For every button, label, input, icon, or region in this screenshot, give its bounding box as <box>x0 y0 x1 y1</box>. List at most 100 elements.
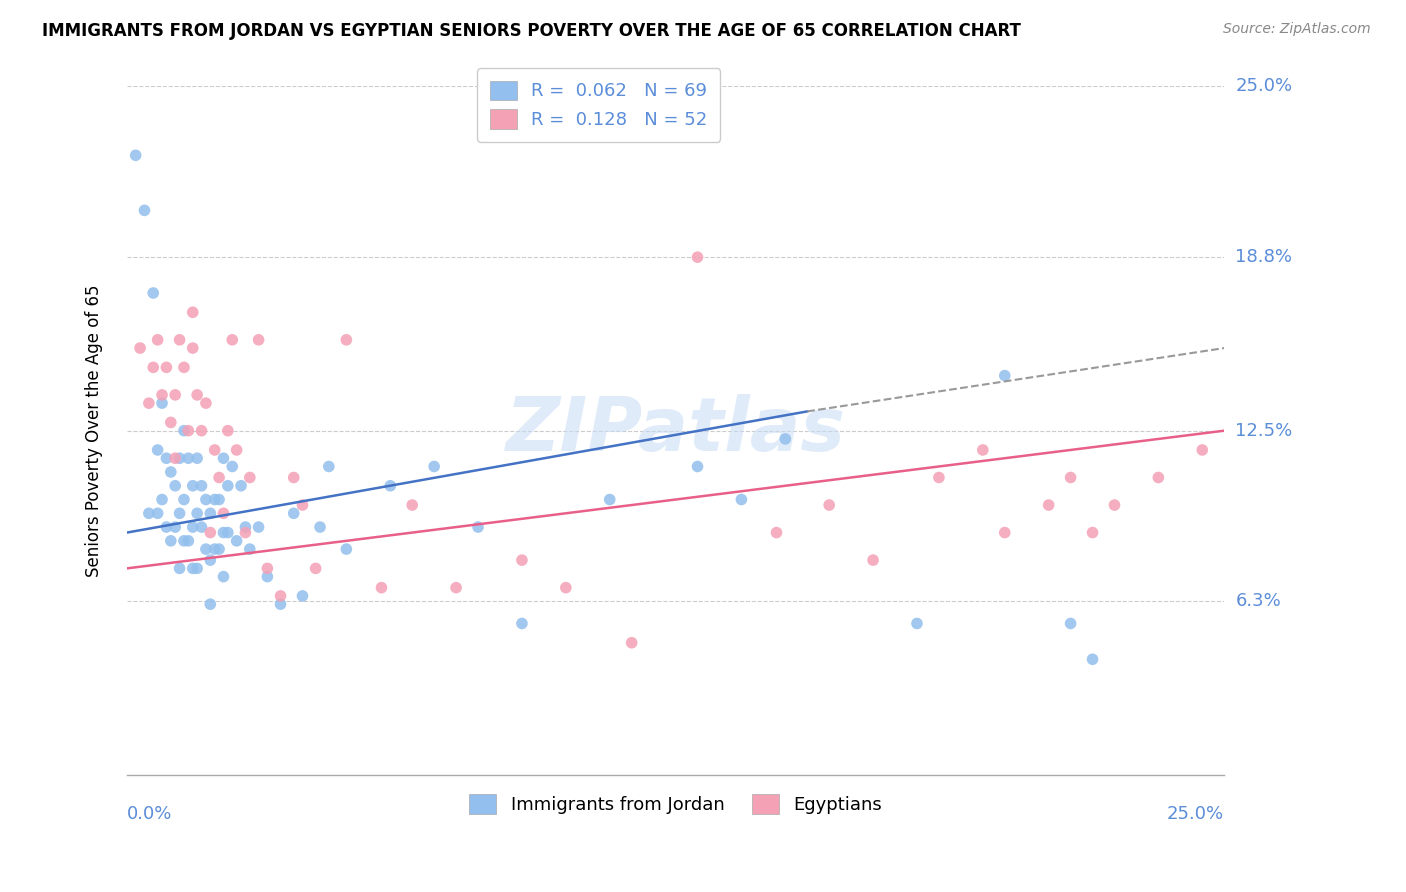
Point <box>155 451 177 466</box>
Point <box>247 333 270 347</box>
Point <box>686 459 709 474</box>
Point <box>181 520 204 534</box>
Point <box>173 492 195 507</box>
Point <box>217 479 239 493</box>
Point <box>150 388 173 402</box>
Point <box>765 525 787 540</box>
Point <box>818 498 841 512</box>
Point <box>217 525 239 540</box>
Point <box>270 597 292 611</box>
Point <box>194 542 217 557</box>
Point <box>200 553 222 567</box>
Point <box>186 561 208 575</box>
Point <box>212 451 235 466</box>
Point <box>599 492 621 507</box>
Point <box>994 368 1017 383</box>
Point <box>173 424 195 438</box>
Legend: Immigrants from Jordan, Egyptians: Immigrants from Jordan, Egyptians <box>463 787 889 821</box>
Point <box>204 492 226 507</box>
Point <box>190 424 212 438</box>
Text: 25.0%: 25.0% <box>1236 78 1292 95</box>
Y-axis label: Seniors Poverty Over the Age of 65: Seniors Poverty Over the Age of 65 <box>86 285 103 577</box>
Point <box>150 492 173 507</box>
Point <box>142 360 165 375</box>
Point <box>229 479 252 493</box>
Point <box>200 506 222 520</box>
Point <box>318 459 340 474</box>
Point <box>225 442 247 457</box>
Point <box>221 333 243 347</box>
Point <box>155 520 177 534</box>
Point <box>1059 616 1081 631</box>
Point <box>256 561 278 575</box>
Point <box>134 203 156 218</box>
Point <box>256 569 278 583</box>
Point <box>173 533 195 548</box>
Point <box>370 581 392 595</box>
Point <box>291 498 314 512</box>
Point <box>165 520 187 534</box>
Point <box>204 442 226 457</box>
Point <box>510 616 533 631</box>
Point <box>283 506 305 520</box>
Point <box>190 520 212 534</box>
Point <box>423 459 446 474</box>
Text: 12.5%: 12.5% <box>1236 422 1292 440</box>
Point <box>129 341 152 355</box>
Point <box>208 542 231 557</box>
Point <box>181 341 204 355</box>
Point <box>467 520 489 534</box>
Text: Source: ZipAtlas.com: Source: ZipAtlas.com <box>1223 22 1371 37</box>
Point <box>212 506 235 520</box>
Point <box>146 442 169 457</box>
Point <box>972 442 994 457</box>
Point <box>1191 442 1213 457</box>
Point <box>204 542 226 557</box>
Text: 25.0%: 25.0% <box>1167 805 1225 823</box>
Point <box>247 520 270 534</box>
Point <box>1038 498 1060 512</box>
Point <box>150 396 173 410</box>
Point <box>169 333 191 347</box>
Text: 0.0%: 0.0% <box>127 805 173 823</box>
Point <box>142 285 165 300</box>
Point <box>239 470 262 484</box>
Point <box>125 148 148 162</box>
Point <box>335 333 357 347</box>
Point <box>177 533 200 548</box>
Point <box>554 581 576 595</box>
Point <box>270 589 292 603</box>
Point <box>620 636 643 650</box>
Point <box>686 250 709 264</box>
Point <box>730 492 752 507</box>
Point <box>225 533 247 548</box>
Point <box>994 525 1017 540</box>
Text: 6.3%: 6.3% <box>1236 592 1281 610</box>
Point <box>775 432 797 446</box>
Point <box>221 459 243 474</box>
Point <box>146 333 169 347</box>
Point <box>208 470 231 484</box>
Point <box>235 525 257 540</box>
Point <box>181 305 204 319</box>
Point <box>862 553 884 567</box>
Point <box>1081 652 1104 666</box>
Point <box>186 506 208 520</box>
Point <box>1104 498 1126 512</box>
Point <box>186 451 208 466</box>
Point <box>200 597 222 611</box>
Point <box>1147 470 1170 484</box>
Point <box>283 470 305 484</box>
Point <box>159 465 181 479</box>
Point <box>200 525 222 540</box>
Point <box>510 553 533 567</box>
Point <box>186 388 208 402</box>
Point <box>1081 525 1104 540</box>
Point <box>235 520 257 534</box>
Point <box>165 388 187 402</box>
Point <box>291 589 314 603</box>
Point <box>165 451 187 466</box>
Text: ZIPatlas: ZIPatlas <box>506 394 845 467</box>
Point <box>169 451 191 466</box>
Point <box>165 479 187 493</box>
